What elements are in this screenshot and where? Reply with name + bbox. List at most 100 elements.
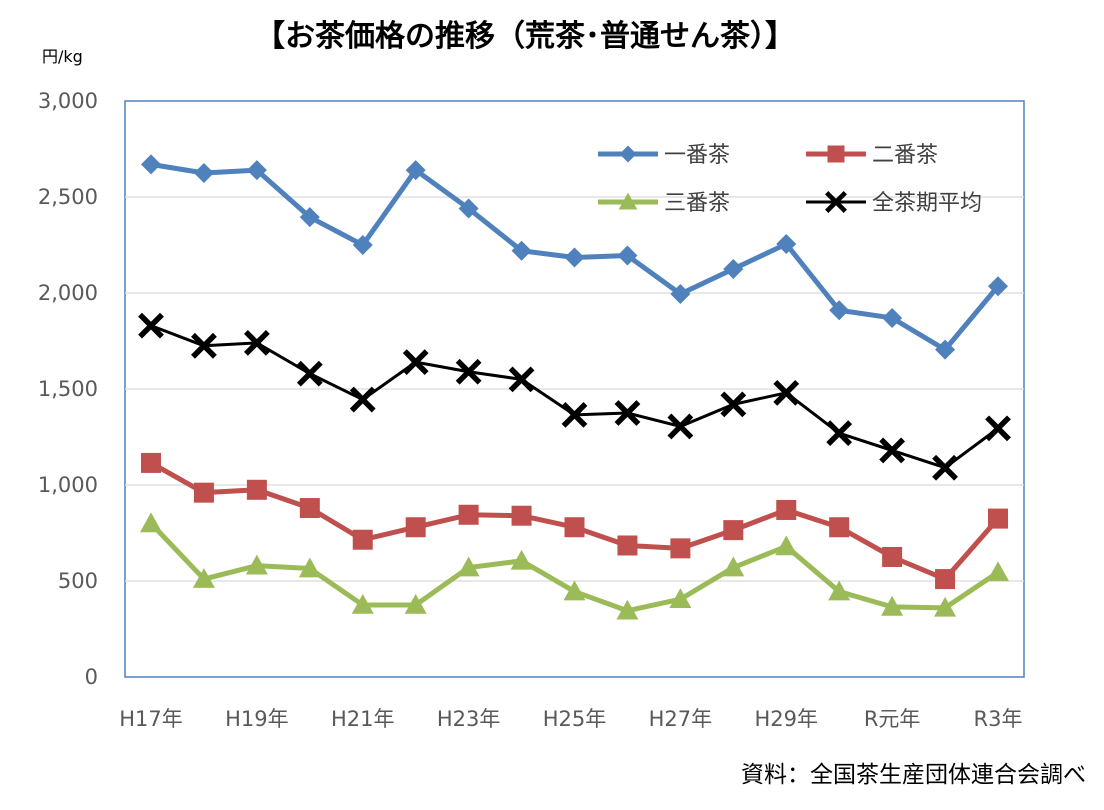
x-tick-label: R元年 [864,707,921,731]
x-tick-label: H23年 [437,707,501,731]
data-point [141,452,161,473]
y-tick-label: 2,000 [38,281,98,305]
data-point [510,549,533,570]
gridlines [125,196,1024,582]
x-tick-label: H17年 [119,707,183,731]
data-point [826,420,853,447]
data-point [405,517,426,538]
legend-label: 一番茶 [664,143,730,168]
data-point [141,154,161,175]
data-point [404,594,427,614]
data-point [245,554,268,575]
data-point [402,349,429,376]
data-point [193,163,214,183]
data-point [561,402,588,428]
legend-label: 三番茶 [664,191,730,216]
data-point [829,300,850,321]
data-point [775,535,798,556]
data-point [723,259,744,279]
data-point [667,413,694,440]
data-point [296,360,323,387]
data-point [882,307,903,328]
data-point [564,517,585,538]
x-tick-label: R3年 [974,707,1023,731]
legend-label: 全茶期平均 [872,191,982,216]
data-point [299,498,320,519]
data-point [192,568,215,588]
data-point [458,504,479,525]
data-point [723,520,744,541]
data-point [882,547,903,567]
data-point [563,580,586,601]
series [141,154,1008,360]
data-point [617,535,638,556]
data-point [670,538,691,559]
x-tick-label: H19年 [225,707,289,731]
data-point [405,160,426,181]
series [140,512,1009,620]
data-point [511,240,532,261]
data-point [457,556,480,577]
data-point [987,561,1009,582]
data-point [193,482,214,503]
data-point [879,437,906,464]
data-point [828,580,851,601]
data-point [988,276,1008,297]
data-point [829,517,850,538]
data-point [140,512,162,533]
data-point [458,198,479,219]
data-point [455,358,482,385]
data-point [616,599,639,620]
data-point [669,588,692,609]
data-point [299,207,320,228]
data-point [138,312,164,339]
chart-title: 【お茶価格の推移（荒茶･普通せん茶）】 [255,19,795,54]
y-tick-label: 1,000 [38,473,98,497]
source-note: 資料：全国茶生産団体連合会調べ [741,762,1086,788]
data-point [825,191,847,213]
data-point [298,557,321,578]
series [138,312,1011,481]
data-point [935,339,956,360]
data-point [619,145,637,163]
legend-item: 全茶期平均 [806,191,982,216]
legend-item: 三番茶 [598,191,730,216]
data-point [246,160,267,181]
data-point [776,499,797,520]
data-point [351,594,374,614]
data-point [564,247,585,268]
x-tick-label: H29年 [754,707,818,731]
y-tick-label: 500 [58,569,98,593]
legend-item: 二番茶 [806,143,938,168]
legend-label: 二番茶 [872,143,938,168]
data-point [246,479,267,500]
x-tick-label: H25年 [543,707,607,731]
data-point [511,505,532,526]
data-point [934,596,957,617]
data-point [773,379,800,406]
data-point [985,415,1011,442]
data-point [191,332,217,359]
data-point [776,234,797,255]
y-tick-label: 2,500 [38,185,98,209]
data-point [349,386,376,413]
data-point [988,508,1008,529]
data-point [670,283,691,304]
data-point [881,595,904,616]
data-point [352,235,373,255]
data-point [243,330,270,356]
x-tick-label: H27年 [649,707,713,731]
data-point [352,529,373,550]
x-tick-label: H21年 [331,707,395,731]
data-point [617,245,638,266]
data-point [614,400,641,426]
data-point [722,556,745,577]
y-tick-label: 0 [85,665,98,689]
data-point [827,145,845,163]
y-axis-unit-label: 円/kg [42,47,83,66]
data-point [618,192,638,210]
data-point [935,569,956,590]
data-point [508,366,535,393]
